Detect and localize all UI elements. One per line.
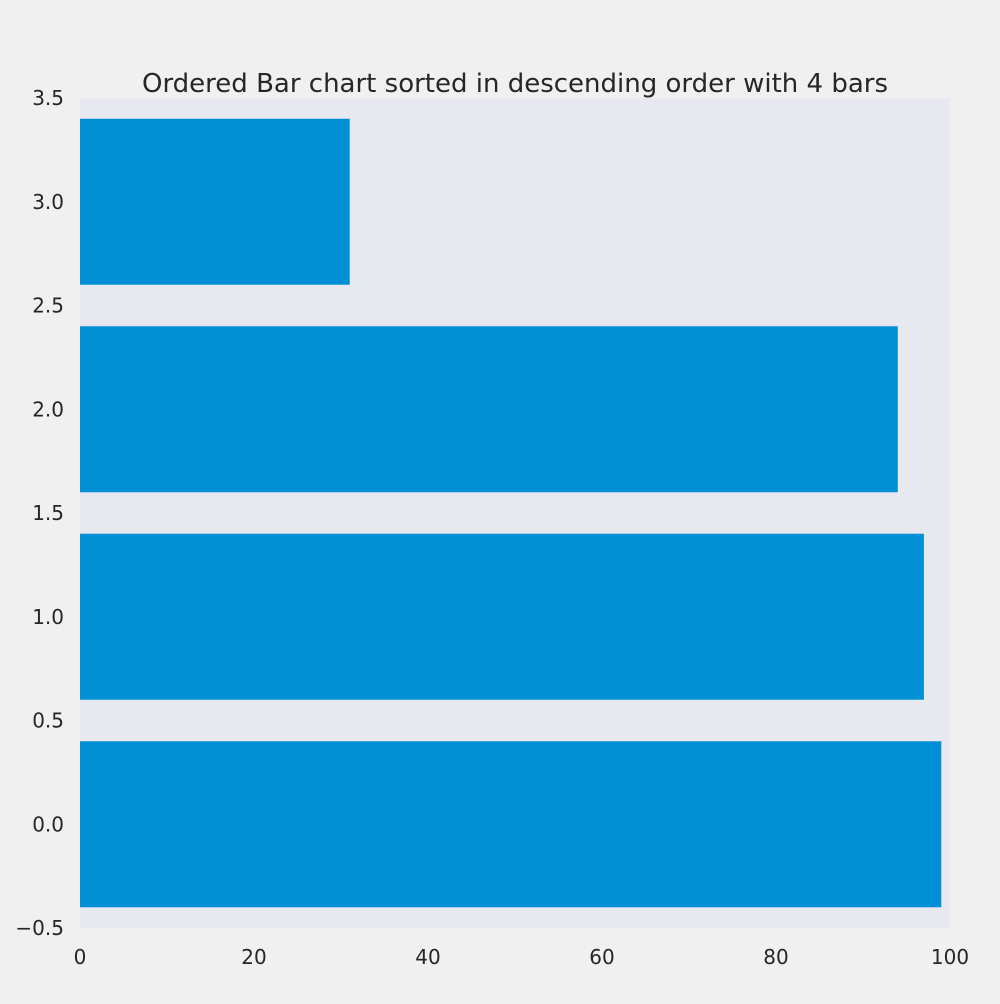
bar-3 <box>80 118 350 285</box>
bar-0 <box>80 741 942 908</box>
x-tick-label: 100 <box>931 945 969 969</box>
x-tick-label: 60 <box>589 945 614 969</box>
bar-1 <box>80 533 924 700</box>
chart-title: Ordered Bar chart sorted in descending o… <box>142 69 888 99</box>
y-axis-ticks: −0.5 0.0 0.5 1.0 1.5 2.0 2.5 3.0 3.5 <box>15 86 64 940</box>
y-tick-label: 1.0 <box>32 605 64 629</box>
y-tick-label: 2.5 <box>32 294 64 318</box>
y-tick-label: 2.0 <box>32 397 64 421</box>
x-tick-label: 80 <box>763 945 788 969</box>
y-tick-label: 0.0 <box>32 812 64 836</box>
y-tick-label: 3.5 <box>32 86 64 110</box>
y-tick-label: 1.5 <box>32 501 64 525</box>
y-tick-label: 0.5 <box>32 709 64 733</box>
y-tick-label: 3.0 <box>32 190 64 214</box>
bar-2 <box>80 326 898 493</box>
x-tick-label: 0 <box>74 945 87 969</box>
x-axis-ticks: 0 20 40 60 80 100 <box>74 945 969 969</box>
x-tick-label: 20 <box>241 945 266 969</box>
bars-group <box>80 118 942 908</box>
x-tick-label: 40 <box>415 945 440 969</box>
y-tick-label: −0.5 <box>15 916 64 940</box>
